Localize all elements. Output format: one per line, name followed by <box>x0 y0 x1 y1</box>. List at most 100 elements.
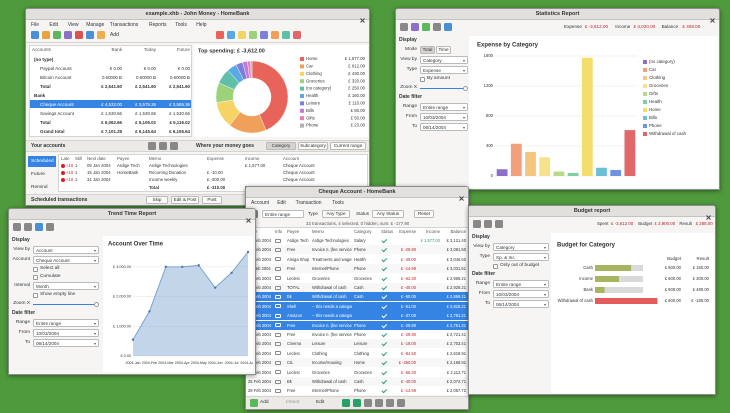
button[interactable]: Any Status <box>372 210 404 218</box>
transaction-row[interactable]: 16 Feb 2004 Cinema Leisure Leisure £ -18.00 £… <box>246 339 468 349</box>
transaction-row[interactable]: 09 Feb 2004 Free Invoice n. (fee service) P… <box>246 245 468 255</box>
menu-item[interactable]: File <box>31 22 40 28</box>
dropdown[interactable]: Entire range <box>420 103 468 111</box>
account-row[interactable]: Paypal Account € 0.00 € 0.00 € 0.00 <box>30 64 191 72</box>
transaction-row[interactable]: 25 Feb 2004 Bk Withdrawal of cash Cash £ -40… <box>246 377 468 386</box>
toolbar-icon[interactable] <box>46 223 54 231</box>
toolbar-label[interactable]: Add <box>110 32 119 38</box>
checkbox[interactable] <box>420 77 425 82</box>
toolbar-icon[interactable] <box>433 23 441 31</box>
toolbar-icon[interactable] <box>148 142 156 150</box>
transaction-row[interactable]: 15 Feb 2004 Free Invoice n. (fee service) P… <box>246 330 468 339</box>
toolbar-icon[interactable] <box>342 399 350 407</box>
dropdown[interactable]: 10/03/2004 <box>420 113 468 121</box>
account-row[interactable]: Bank <box>30 91 191 99</box>
dropdown[interactable]: Expense <box>420 66 468 74</box>
transaction-row[interactable]: 12 Feb 2004 Leclerc Groceries Groceries £ -6… <box>246 274 468 283</box>
menu-item[interactable]: Help <box>196 22 207 28</box>
toolbar-icon[interactable] <box>35 223 43 231</box>
menu-item[interactable]: Reports <box>149 22 167 28</box>
transaction-row[interactable]: 05 Feb 2004 Ardige Tech Ardige Technologie… <box>246 236 468 245</box>
toolbar-icon[interactable] <box>97 31 105 39</box>
menu-item[interactable]: Manage <box>86 22 105 28</box>
button[interactable]: Time <box>436 46 451 54</box>
menu-item[interactable]: Transaction <box>295 200 322 206</box>
toolbar-icon[interactable] <box>375 399 383 407</box>
close-button[interactable] <box>245 211 252 223</box>
dropdown[interactable]: 06/14/2004 <box>493 300 549 308</box>
dropdown[interactable]: Sp. & Inc. <box>493 253 549 261</box>
toolbar-label[interactable]: Edit <box>316 400 325 405</box>
button[interactable]: Post <box>202 196 222 204</box>
toolbar-label[interactable]: Inherit <box>286 400 300 405</box>
dropdown[interactable]: Entire range <box>33 319 99 327</box>
toolbar-icon[interactable] <box>260 31 268 39</box>
toolbar-icon[interactable] <box>397 399 405 407</box>
toolbar-icon[interactable] <box>170 142 178 150</box>
toolbar-icon[interactable] <box>411 23 419 31</box>
dropdown[interactable]: 10/03/2004 <box>33 329 99 337</box>
close-button[interactable] <box>359 11 366 23</box>
toolbar-icon[interactable] <box>86 31 94 39</box>
dropdown[interactable]: Entire range <box>262 210 304 218</box>
toolbar-icon[interactable] <box>282 31 290 39</box>
toolbar-icon[interactable] <box>271 31 279 39</box>
toolbar-icon[interactable] <box>13 223 21 231</box>
button[interactable]: Subcategory <box>298 142 328 150</box>
account-row[interactable]: Cheque Account £ 4,532.00 £ 3,575.36 £ 3,58… <box>30 100 191 108</box>
button[interactable]: Reset <box>414 210 434 218</box>
menu-item[interactable]: Edit <box>277 200 286 206</box>
transaction-row[interactable]: 14 Feb 2004 Bk Withdrawal of cash Cash £ -60… <box>246 292 468 302</box>
menu-item[interactable]: Transactions <box>109 22 139 28</box>
toolbar-icon[interactable] <box>216 31 224 39</box>
dropdown[interactable]: 06/14/2004 <box>33 339 99 347</box>
transaction-row[interactable]: 10 Feb 2004 Amiga Shop Treatments and wage… <box>246 255 468 264</box>
slider-track[interactable] <box>420 87 466 89</box>
transaction-row[interactable]: 11 Feb 2004 Free Internet/Phone Phone £ -14.… <box>246 264 468 274</box>
side-tab[interactable]: Future <box>31 172 45 177</box>
toolbar-icon[interactable] <box>159 142 167 150</box>
slider-knob[interactable] <box>463 85 468 91</box>
button[interactable]: Category <box>266 142 296 150</box>
slider-knob[interactable] <box>94 301 99 307</box>
close-button[interactable] <box>458 189 465 201</box>
toolbar-icon[interactable] <box>386 399 394 407</box>
account-row[interactable]: Total £ 2,541.60 £ 2,541.60 £ 2,541.60 <box>30 82 191 90</box>
dropdown[interactable]: Cheque Account <box>33 256 99 264</box>
toolbar-label[interactable]: Add <box>260 400 269 405</box>
dropdown[interactable]: Category <box>493 243 549 251</box>
toolbar-icon[interactable] <box>53 31 61 39</box>
account-row[interactable]: Total £ 6,062.66 £ 5,106.02 £ 5,116.02 <box>30 118 191 126</box>
toolbar-icon[interactable] <box>422 23 430 31</box>
transaction-row[interactable]: 17 Feb 2004 Leclerc Clothing Clothing £ -84.… <box>246 349 468 358</box>
account-row[interactable]: (no type) <box>30 55 191 63</box>
toolbar-icon[interactable] <box>227 31 235 39</box>
dropdown[interactable]: 10/03/2004 <box>493 290 549 298</box>
transaction-row[interactable]: 14 Feb 2004 Free Invoice n. (fee service) P… <box>246 320 468 330</box>
toolbar-icon[interactable] <box>495 220 503 228</box>
button[interactable]: Skip <box>146 196 168 204</box>
toolbar-icon[interactable] <box>484 220 492 228</box>
checkbox[interactable] <box>33 275 38 280</box>
account-row[interactable]: Savings Account £ 1,530.66 £ 1,530.66 £ 1,5… <box>30 109 191 117</box>
toolbar-icon[interactable] <box>31 31 39 39</box>
transaction-row[interactable]: 22 Feb 2004 Leclerc Groceries Groceries £ -5… <box>246 368 468 377</box>
menu-item[interactable]: Tools <box>332 200 344 206</box>
toolbar-icon[interactable] <box>293 31 301 39</box>
menu-item[interactable]: Account <box>251 200 270 206</box>
menu-item[interactable]: Tools <box>175 22 187 28</box>
button[interactable]: Edit & Post <box>171 196 199 204</box>
toolbar-icon[interactable] <box>249 31 257 39</box>
button[interactable]: Current range <box>330 142 366 150</box>
side-tab[interactable]: Remind <box>31 185 48 190</box>
dropdown[interactable]: Month <box>33 282 99 290</box>
transaction-row[interactable]: 20 Feb 2004 CIL Income/Housing Home £ -450.0… <box>246 358 468 368</box>
toolbar-icon[interactable] <box>473 220 481 228</box>
slider-track[interactable] <box>33 303 97 305</box>
checkbox[interactable] <box>493 264 498 269</box>
toolbar-icon[interactable] <box>353 399 361 407</box>
button[interactable]: Total <box>420 46 435 54</box>
toolbar-icon[interactable] <box>400 23 408 31</box>
button[interactable]: Any Type <box>322 210 350 218</box>
side-tab[interactable]: Scheduled <box>28 156 56 167</box>
